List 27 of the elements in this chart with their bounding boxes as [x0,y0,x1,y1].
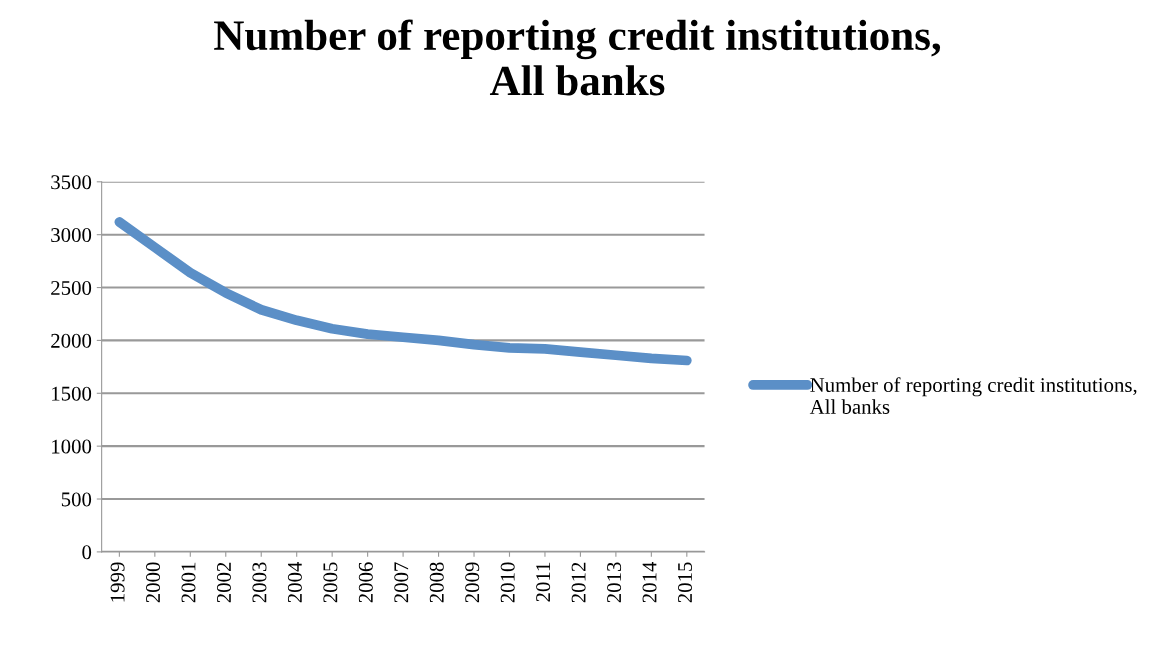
x-tick-label: 2012 [571,562,586,603]
x-tick-label: 2010 [500,562,515,603]
y-tick-label: 500 [61,492,92,507]
x-tick-label: 2003 [252,562,267,603]
y-tick-label: 2000 [51,333,92,348]
y-tick-label: 2500 [51,280,92,295]
x-tick-label: 1999 [110,562,125,602]
y-tick-label: 3000 [51,228,92,243]
x-tick-label: 2011 [536,562,551,602]
legend-label: Number of reporting credit institutions, All banks [809,377,1137,414]
x-tick-label: 2001 [181,562,196,603]
x-tick-label: 2008 [429,562,444,603]
x-tick-label: 2013 [607,562,622,603]
x-tick-label: 2015 [677,562,693,603]
x-tick-label: 2000 [145,562,161,603]
x-tick-label: 2004 [287,561,302,603]
y-tick-label: 0 [82,545,92,560]
x-tick-label: 2002 [216,562,231,603]
x-tick-label: 2006 [358,562,373,603]
x-tick-label: 2007 [394,562,409,603]
x-tick-label: 2005 [323,562,338,603]
x-tick-label: 2014 [642,561,657,603]
y-tick-label: 1000 [52,439,92,454]
chart-title: Number of reporting credit institutions, All banks [214,19,941,96]
y-tick-label: 3500 [51,175,92,190]
x-tick-label: 2009 [465,562,480,603]
y-tick-label: 1500 [52,386,92,401]
